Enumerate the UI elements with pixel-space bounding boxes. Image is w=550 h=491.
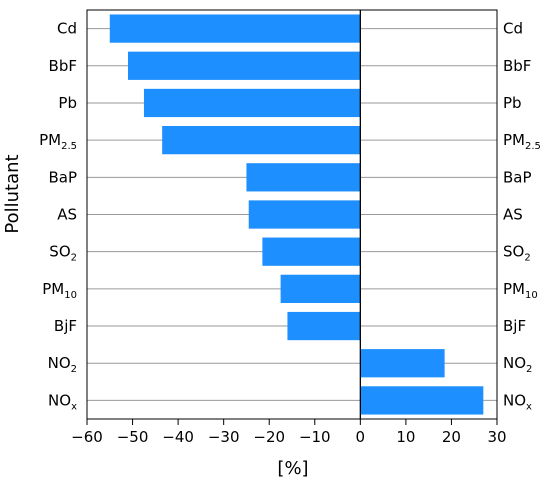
bar	[262, 237, 361, 266]
right-category-label: SO2	[503, 243, 531, 264]
plot-border	[86, 9, 498, 420]
y-axis-label: Pollutant	[2, 154, 23, 233]
left-category-label: AS	[57, 206, 77, 224]
x-axis-label: [%]	[277, 458, 308, 479]
left-category-label: NO2	[48, 354, 77, 375]
left-category-label: PM10	[42, 280, 77, 301]
right-category-label: AS	[503, 206, 523, 224]
x-tick-label: −60	[71, 428, 103, 446]
bar	[162, 126, 361, 155]
x-tick-label: 0	[356, 428, 366, 446]
x-tick-label: −50	[117, 428, 149, 446]
x-tick-label: 10	[396, 428, 415, 446]
right-category-label: Pb	[503, 94, 522, 112]
x-tick-label: −30	[208, 428, 240, 446]
bar	[246, 163, 361, 192]
left-category-label: NOx	[48, 391, 77, 412]
x-tick-label: −20	[253, 428, 285, 446]
right-category-label: BbF	[503, 57, 531, 75]
bar	[360, 349, 445, 378]
x-tick-label: −40	[162, 428, 194, 446]
left-category-label: PM2.5	[39, 131, 77, 152]
left-category-label: BaP	[48, 168, 77, 186]
x-tick-label: 20	[442, 428, 461, 446]
x-tick-label: 30	[487, 428, 506, 446]
bar	[128, 51, 361, 80]
x-tick-label: −10	[299, 428, 331, 446]
right-category-label: NOx	[503, 391, 532, 412]
right-category-labels: Cd BbF Pb PM2.5 BaP AS SO2 PM10 BjF NO2 NOx	[503, 20, 541, 413]
bars	[109, 14, 484, 415]
bar	[109, 14, 361, 43]
right-category-label: BaP	[503, 168, 532, 186]
plot-frame	[86, 9, 498, 420]
left-category-label: BjF	[54, 317, 77, 335]
bar	[287, 311, 361, 341]
left-category-label: BbF	[49, 57, 77, 75]
right-category-label: Cd	[503, 20, 523, 38]
left-category-labels: Cd BbF Pb PM2.5 BaP AS SO2 PM10 BjF NO2 NOx	[39, 20, 77, 413]
right-category-label: NO2	[503, 354, 532, 375]
bar	[360, 386, 484, 415]
bar	[143, 88, 361, 118]
left-category-label: SO2	[49, 243, 77, 264]
bar	[248, 200, 361, 229]
right-category-label: BjF	[503, 317, 526, 335]
bar	[280, 274, 361, 303]
x-axis-ticks: −60 −50 −40 −30 −20 −10 0 10 20 30	[71, 419, 507, 446]
left-category-label: Cd	[57, 20, 77, 38]
left-category-label: Pb	[58, 94, 77, 112]
right-category-label: PM2.5	[503, 131, 541, 152]
right-category-label: PM10	[503, 280, 538, 301]
